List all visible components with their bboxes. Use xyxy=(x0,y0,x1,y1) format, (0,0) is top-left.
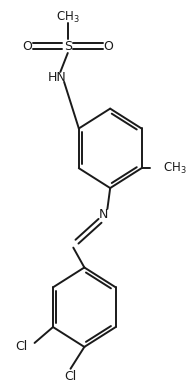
Text: Cl: Cl xyxy=(16,340,28,353)
Text: N: N xyxy=(99,208,108,222)
Text: CH$_3$: CH$_3$ xyxy=(163,161,186,176)
Text: CH$_3$: CH$_3$ xyxy=(56,10,80,25)
Text: O: O xyxy=(22,39,32,53)
Text: HN: HN xyxy=(47,71,66,84)
Text: Cl: Cl xyxy=(64,370,77,383)
Text: O: O xyxy=(103,39,113,53)
Text: S: S xyxy=(64,39,72,53)
